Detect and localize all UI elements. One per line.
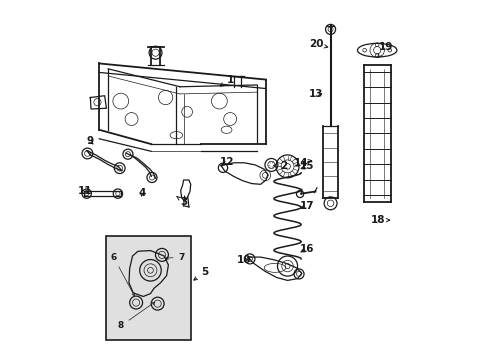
Text: 19: 19 xyxy=(377,42,392,58)
Text: 9: 9 xyxy=(86,136,93,145)
Text: 10: 10 xyxy=(236,255,250,265)
Text: 12: 12 xyxy=(219,157,233,167)
Text: 1: 1 xyxy=(220,75,233,86)
Text: 8: 8 xyxy=(118,302,154,330)
Text: 20: 20 xyxy=(308,40,327,49)
FancyBboxPatch shape xyxy=(106,235,190,339)
Text: 13: 13 xyxy=(308,89,323,99)
Text: 17: 17 xyxy=(299,201,314,211)
Text: 3: 3 xyxy=(177,197,187,207)
Text: 5: 5 xyxy=(193,267,208,280)
Text: 4: 4 xyxy=(138,188,146,198)
Text: 18: 18 xyxy=(370,215,389,225)
Text: 6: 6 xyxy=(110,253,134,296)
Text: 11: 11 xyxy=(78,186,92,197)
Text: 7: 7 xyxy=(165,253,184,262)
Text: 15: 15 xyxy=(300,161,314,171)
Text: 14: 14 xyxy=(293,158,311,168)
Text: 2: 2 xyxy=(273,161,287,171)
Text: 16: 16 xyxy=(300,244,314,254)
